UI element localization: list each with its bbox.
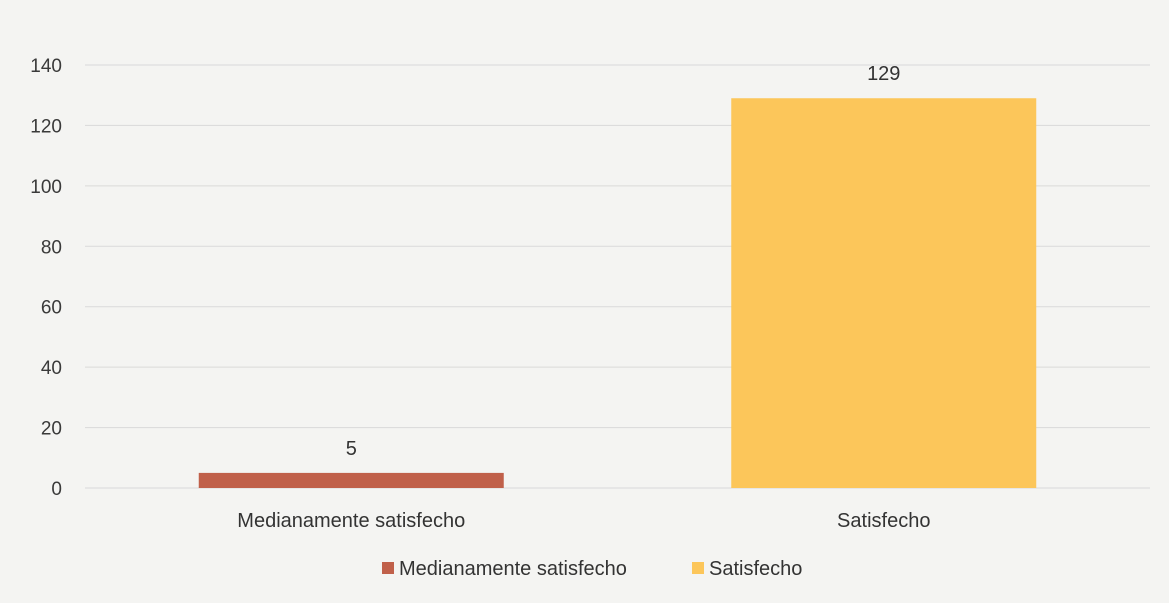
legend: Medianamente satisfecho Satisfecho — [382, 558, 802, 580]
y-tick-label: 20 — [41, 419, 62, 440]
data-label: 129 — [867, 63, 900, 85]
gridlines — [85, 64, 1150, 489]
legend-swatch — [382, 562, 394, 574]
y-tick-label: 40 — [41, 358, 62, 379]
y-tick-label: 100 — [30, 177, 62, 198]
legend-item: Satisfecho — [692, 558, 802, 580]
bars — [198, 98, 1037, 488]
y-tick-label: 120 — [30, 116, 62, 137]
y-tick-label: 140 — [30, 56, 62, 77]
data-labels: 5 129 — [346, 63, 901, 460]
y-tick-label: 0 — [51, 479, 62, 500]
y-tick-label: 80 — [41, 237, 62, 258]
x-category-label: Satisfecho — [837, 510, 930, 532]
x-category-label: Medianamente satisfecho — [237, 510, 465, 532]
legend-label: Medianamente satisfecho — [399, 558, 627, 580]
bar-satisfecho — [731, 98, 1037, 488]
legend-label: Satisfecho — [709, 558, 802, 580]
bar-medianamente-satisfecho — [198, 472, 504, 488]
legend-item: Medianamente satisfecho — [382, 558, 627, 580]
legend-swatch — [692, 562, 704, 574]
data-label: 5 — [346, 438, 357, 460]
x-axis-categories: Medianamente satisfecho Satisfecho — [237, 510, 930, 532]
y-tick-label: 60 — [41, 298, 62, 319]
y-axis-ticks: 0 20 40 60 80 100 120 140 — [30, 56, 62, 500]
